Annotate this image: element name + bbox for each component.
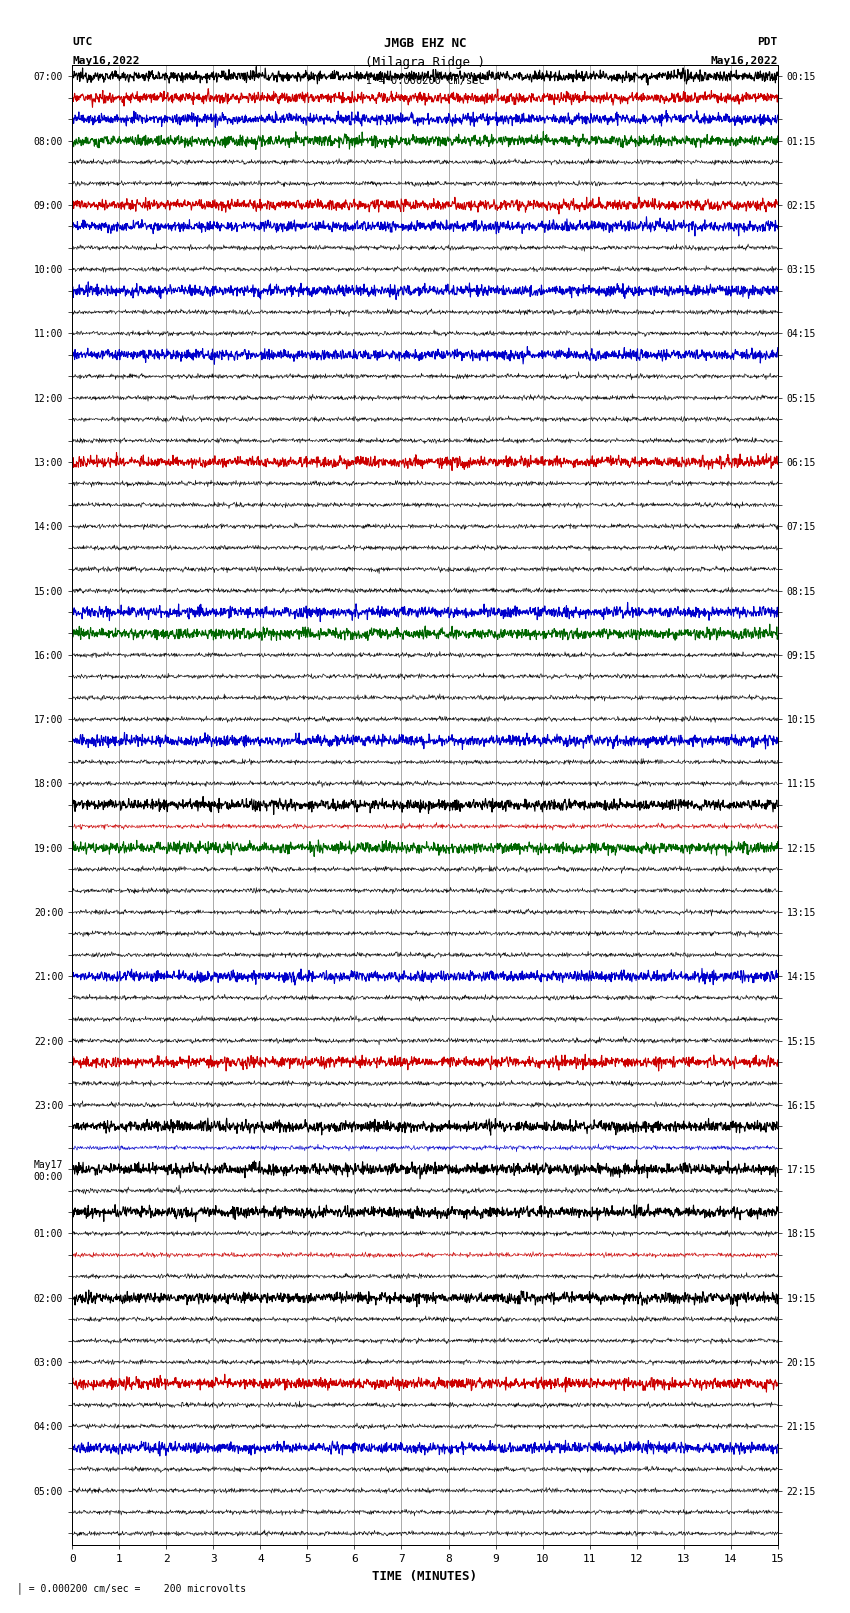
Text: May16,2022: May16,2022 xyxy=(711,56,778,66)
Text: I = 0.000200 cm/sec: I = 0.000200 cm/sec xyxy=(366,76,484,85)
X-axis label: TIME (MINUTES): TIME (MINUTES) xyxy=(372,1569,478,1582)
Text: PDT: PDT xyxy=(757,37,778,47)
Text: │ = 0.000200 cm/sec =    200 microvolts: │ = 0.000200 cm/sec = 200 microvolts xyxy=(17,1582,246,1594)
Text: UTC: UTC xyxy=(72,37,93,47)
Text: May16,2022: May16,2022 xyxy=(72,56,139,66)
Text: (Milagra Ridge ): (Milagra Ridge ) xyxy=(365,56,485,69)
Text: JMGB EHZ NC: JMGB EHZ NC xyxy=(383,37,467,50)
